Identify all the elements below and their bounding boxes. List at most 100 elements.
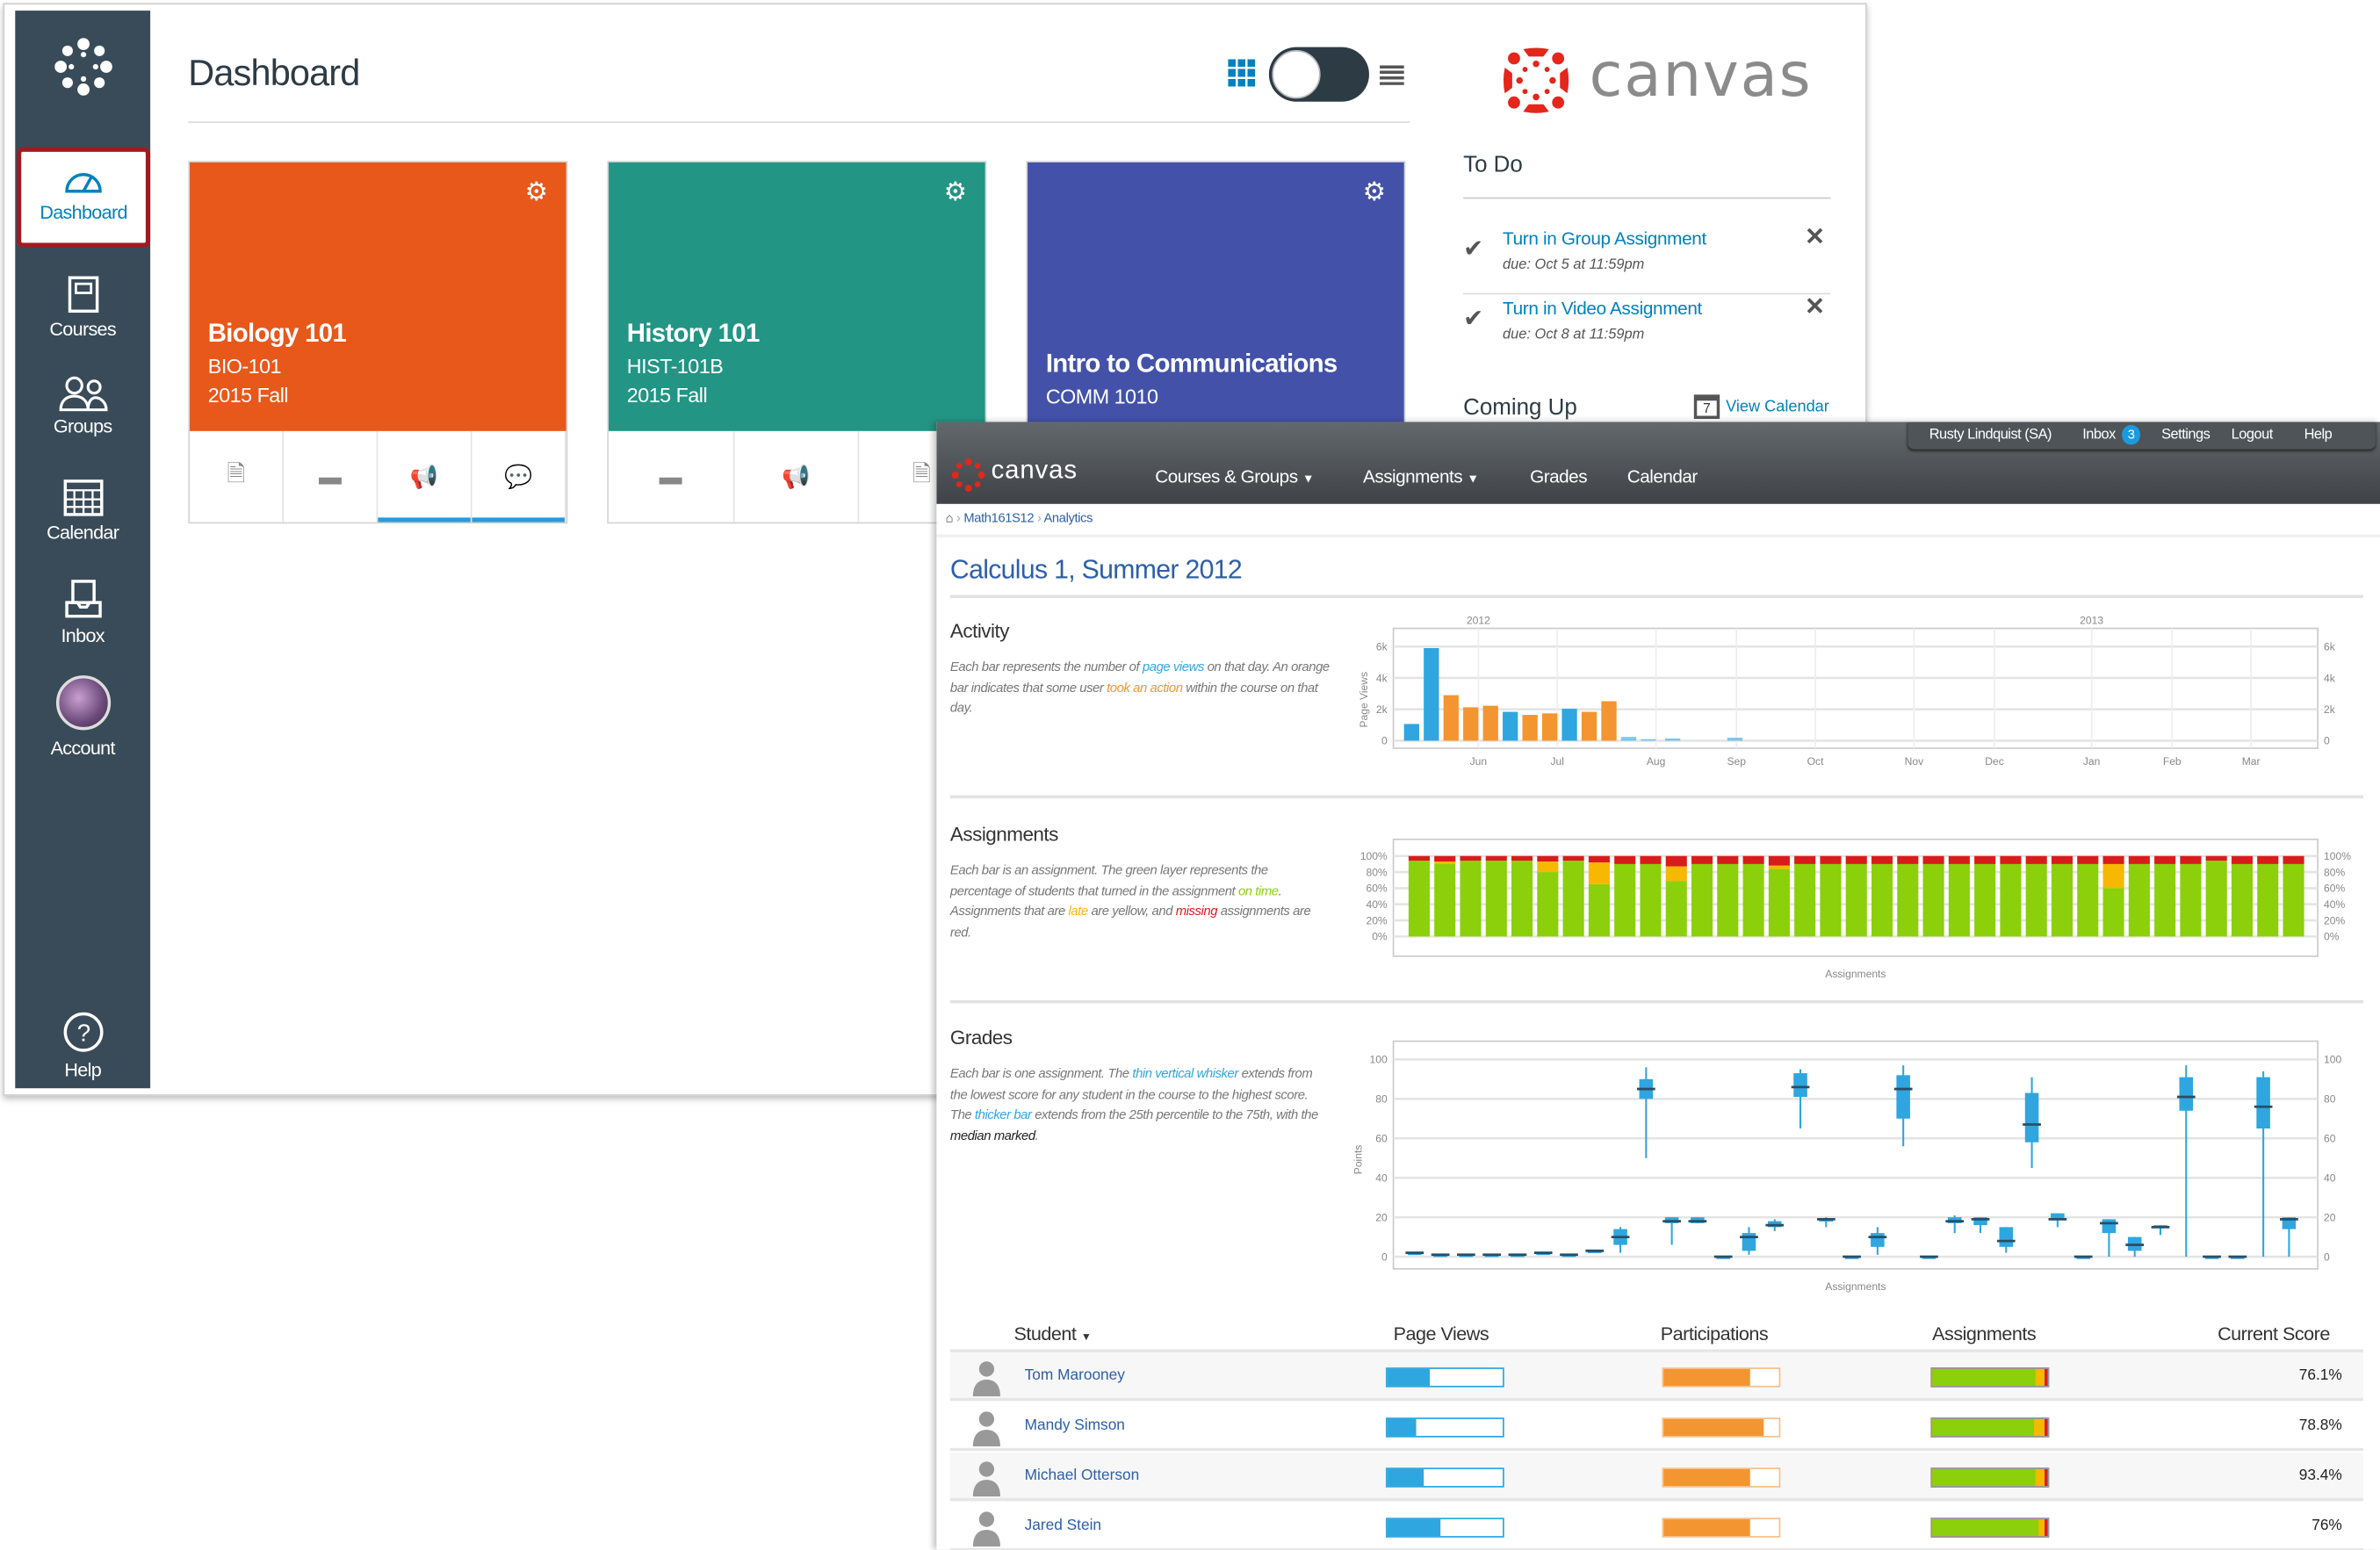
missing-segment[interactable] xyxy=(1974,855,1996,864)
grade-box[interactable] xyxy=(1765,1219,1785,1231)
todo-link[interactable]: Turn in Video Assignment xyxy=(1503,297,1702,319)
breadcrumb-analytics[interactable]: Analytics xyxy=(1043,509,1093,525)
on-time-segment[interactable] xyxy=(1897,863,1919,937)
grade-box[interactable] xyxy=(1560,1253,1578,1258)
missing-segment[interactable] xyxy=(1820,855,1842,864)
close-icon[interactable]: ✕ xyxy=(1804,294,1826,321)
grade-box[interactable] xyxy=(2254,1071,2273,1258)
on-time-segment[interactable] xyxy=(2051,863,2073,937)
list-view-icon[interactable] xyxy=(1380,65,1404,85)
menu-assignments[interactable]: Assignments ▼ xyxy=(1363,466,1479,487)
menu-calendar[interactable]: Calendar xyxy=(1626,465,1698,487)
missing-segment[interactable] xyxy=(2102,855,2124,864)
missing-segment[interactable] xyxy=(1768,855,1790,866)
canvas-logo-icon[interactable] xyxy=(54,38,112,96)
home-icon[interactable]: ⌂ xyxy=(945,509,954,525)
missing-segment[interactable] xyxy=(1562,855,1584,862)
on-time-segment[interactable] xyxy=(1717,863,1739,937)
on-time-segment[interactable] xyxy=(2077,863,2099,937)
missing-segment[interactable] xyxy=(1871,855,1893,864)
on-time-segment[interactable] xyxy=(1665,881,1687,937)
activity-bar[interactable] xyxy=(1463,707,1479,741)
breadcrumb-course[interactable]: Math161S12 xyxy=(963,509,1035,525)
grade-box[interactable] xyxy=(1636,1067,1655,1158)
activity-bar[interactable] xyxy=(1581,711,1597,741)
grade-box[interactable] xyxy=(1662,1217,1681,1245)
on-time-segment[interactable] xyxy=(2102,888,2124,937)
on-time-segment[interactable] xyxy=(1871,863,1893,937)
missing-segment[interactable] xyxy=(2180,855,2202,864)
late-segment[interactable] xyxy=(1768,865,1790,869)
grade-box[interactable] xyxy=(1405,1251,1424,1256)
missing-segment[interactable] xyxy=(1691,855,1713,864)
missing-segment[interactable] xyxy=(1948,855,1970,864)
on-time-segment[interactable] xyxy=(1691,863,1713,937)
grade-box[interactable] xyxy=(2125,1236,2145,1258)
gear-icon[interactable]: ⚙ xyxy=(524,177,548,207)
user-name-link[interactable]: Rusty Lindquist (SA) xyxy=(1929,426,2052,443)
grade-box[interactable] xyxy=(1585,1249,1605,1253)
grade-box[interactable] xyxy=(1920,1255,1938,1259)
on-time-segment[interactable] xyxy=(1614,863,1636,937)
inbox-link[interactable]: Inbox xyxy=(2082,426,2116,443)
missing-segment[interactable] xyxy=(2000,855,2022,864)
grade-box[interactable] xyxy=(1868,1227,1887,1255)
nav-calendar[interactable]: Calendar xyxy=(15,463,150,563)
nav-dashboard[interactable]: Dashboard xyxy=(17,147,151,248)
on-time-segment[interactable] xyxy=(1640,863,1662,937)
missing-segment[interactable] xyxy=(2154,855,2176,864)
course-card-header[interactable]: ⚙ Intro to Communications COMM 1010 xyxy=(1028,162,1404,431)
missing-segment[interactable] xyxy=(2205,855,2227,862)
view-calendar-link[interactable]: View Calendar xyxy=(1726,397,1829,416)
activity-bar[interactable] xyxy=(1601,701,1617,741)
settings-link[interactable]: Settings xyxy=(2161,426,2211,443)
on-time-segment[interactable] xyxy=(2205,861,2227,937)
missing-segment[interactable] xyxy=(2231,855,2254,864)
on-time-segment[interactable] xyxy=(1768,869,1790,937)
missing-segment[interactable] xyxy=(1845,855,1867,864)
missing-segment[interactable] xyxy=(1434,855,1456,862)
student-name-link[interactable]: Mandy Simson xyxy=(1024,1417,1125,1435)
column-header-page-views[interactable]: Page Views xyxy=(1393,1323,1489,1345)
grade-box[interactable] xyxy=(2228,1255,2247,1259)
on-time-segment[interactable] xyxy=(2231,863,2254,937)
nav-courses[interactable]: Courses xyxy=(15,263,150,363)
student-name-link[interactable]: Michael Otterson xyxy=(1024,1467,1140,1485)
nav-inbox[interactable]: Inbox xyxy=(15,566,150,667)
logout-link[interactable]: Logout xyxy=(2231,426,2274,443)
grade-box[interactable] xyxy=(1843,1255,1861,1259)
missing-segment[interactable] xyxy=(1614,855,1636,864)
on-time-segment[interactable] xyxy=(1948,863,1970,937)
menu-grades[interactable]: Grades xyxy=(1530,465,1588,487)
grade-box[interactable] xyxy=(1508,1253,1527,1258)
course-card[interactable]: ⚙ Biology 101 BIO-101 2015 Fall 🗎 ▬ 📢 💬 xyxy=(188,161,568,524)
view-toggle[interactable] xyxy=(1268,47,1369,102)
grade-box[interactable] xyxy=(2048,1213,2067,1228)
missing-segment[interactable] xyxy=(1485,855,1507,862)
missing-segment[interactable] xyxy=(1717,855,1739,864)
on-time-segment[interactable] xyxy=(1537,872,1559,937)
on-time-segment[interactable] xyxy=(1511,861,1533,937)
gear-icon[interactable]: ⚙ xyxy=(1362,177,1386,207)
discussions-icon[interactable]: 💬 xyxy=(472,430,566,523)
on-time-segment[interactable] xyxy=(1974,863,1996,937)
missing-segment[interactable] xyxy=(1665,855,1687,867)
grade-box[interactable] xyxy=(1533,1251,1553,1256)
nav-help[interactable]: ? Help xyxy=(15,998,150,1098)
announcements-icon[interactable]: 📢 xyxy=(734,430,860,523)
activity-bar[interactable] xyxy=(1664,738,1681,741)
on-time-segment[interactable] xyxy=(1485,861,1507,937)
grade-box[interactable] xyxy=(2151,1225,2170,1236)
on-time-segment[interactable] xyxy=(2025,863,2047,937)
on-time-segment[interactable] xyxy=(1820,863,1842,937)
todo-link[interactable]: Turn in Group Assignment xyxy=(1503,227,1706,249)
missing-segment[interactable] xyxy=(1922,855,1944,864)
grade-box[interactable] xyxy=(2203,1255,2221,1259)
on-time-segment[interactable] xyxy=(1434,863,1456,937)
grade-box[interactable] xyxy=(2100,1219,2118,1258)
activity-bar[interactable] xyxy=(1443,695,1459,741)
grade-box[interactable] xyxy=(1431,1253,1450,1258)
canvas-logo-icon[interactable] xyxy=(951,458,985,492)
missing-segment[interactable] xyxy=(1588,855,1610,863)
late-segment[interactable] xyxy=(1434,862,1456,864)
